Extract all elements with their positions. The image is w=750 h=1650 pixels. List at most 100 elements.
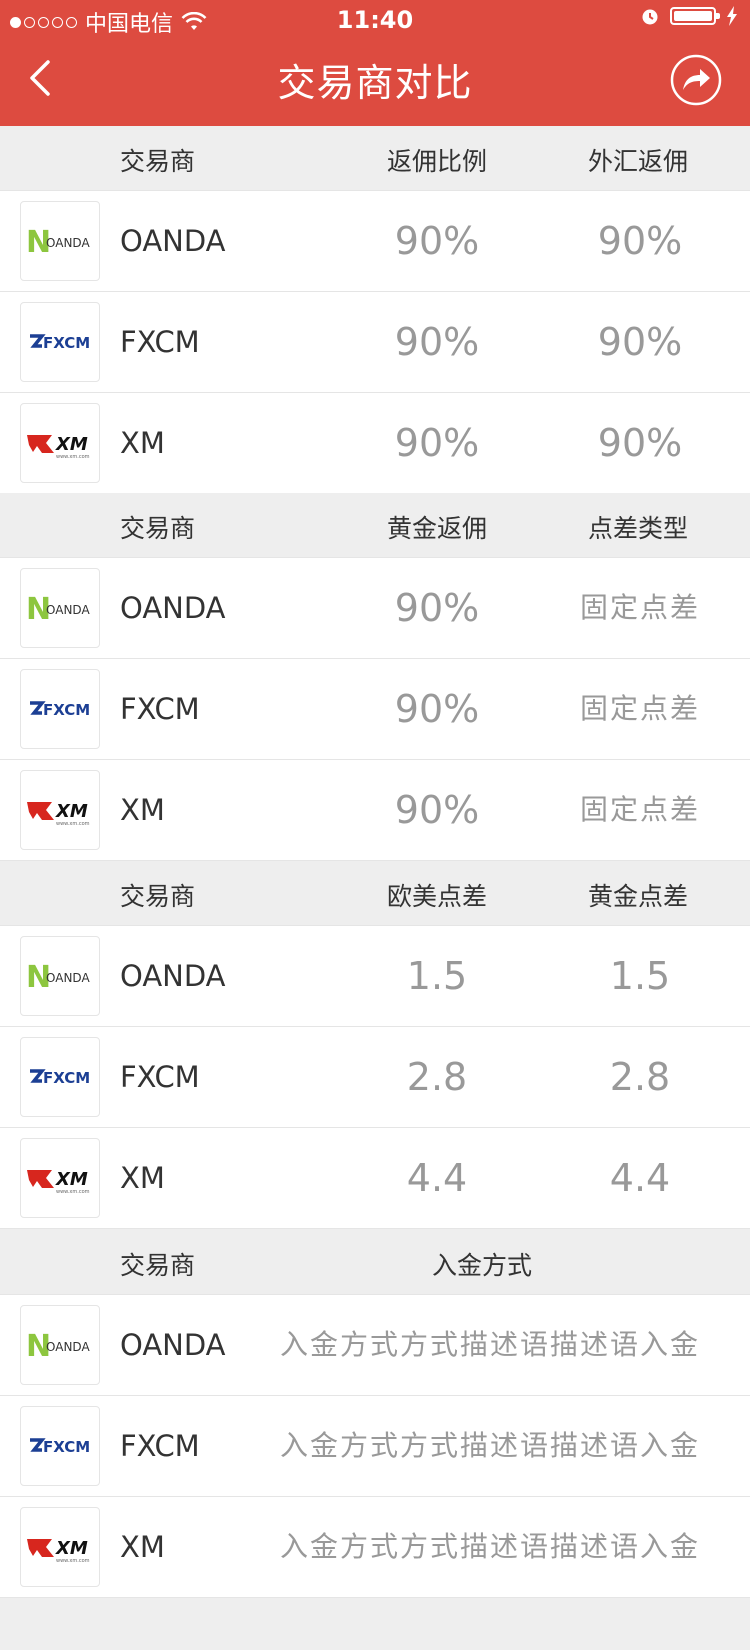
header-broker: 交易商 <box>120 514 196 543</box>
spread-type-value: 固定点差 <box>579 591 700 624</box>
svg-text:FXCM: FXCM <box>43 1438 90 1456</box>
svg-text:FXCM: FXCM <box>43 701 90 719</box>
fxcm-logo: FXCM <box>20 669 100 749</box>
broker-name: XM <box>120 426 165 460</box>
header-broker: 交易商 <box>120 147 196 176</box>
broker-row-xm[interactable]: XM www.xm.com XM 90% 90% <box>0 393 750 494</box>
gold-spread-value: 1.5 <box>609 954 671 998</box>
xm-logo: XM www.xm.com <box>20 1138 100 1218</box>
forex-rebate-value: 90% <box>597 219 683 263</box>
header-eurusd-spread: 欧美点差 <box>387 882 488 911</box>
deposit-method-desc: 入金方式方式描述语描述语入金 <box>280 1530 701 1563</box>
broker-row-xm[interactable]: XM www.xm.com XM 4.4 4.4 <box>0 1128 750 1229</box>
svg-text:FXCM: FXCM <box>43 334 90 352</box>
section-header: 交易商 返佣比例 外汇返佣 <box>0 126 750 191</box>
section-deposit-method: 交易商 入金方式 N OANDA OANDA 入金方式方式描述语描述语入金 FXC… <box>0 1230 750 1598</box>
gold-rebate-value: 90% <box>394 586 480 630</box>
header-rebate-ratio: 返佣比例 <box>387 147 488 176</box>
forex-rebate-value: 90% <box>597 421 683 465</box>
svg-text:www.xm.com: www.xm.com <box>56 821 90 827</box>
status-time: 11:40 <box>336 6 414 34</box>
section-spreads: 交易商 欧美点差 黄金点差 N OANDA OANDA 1.5 1.5 FXCM … <box>0 861 750 1229</box>
broker-row-fxcm[interactable]: FXCM FXCM 入金方式方式描述语描述语入金 <box>0 1396 750 1497</box>
charging-icon <box>727 6 737 26</box>
xm-logo: XM www.xm.com <box>20 403 100 483</box>
rebate-ratio-value: 90% <box>394 421 480 465</box>
header-broker: 交易商 <box>120 882 196 911</box>
xm-logo: XM www.xm.com <box>20 1507 100 1587</box>
forex-rebate-value: 90% <box>597 320 683 364</box>
broker-name: XM <box>120 793 165 827</box>
svg-text:www.xm.com: www.xm.com <box>56 1189 90 1195</box>
signal-strength-icon <box>10 16 77 28</box>
gold-spread-value: 4.4 <box>609 1156 671 1200</box>
svg-text:XM: XM <box>55 434 88 455</box>
broker-name: OANDA <box>120 1328 226 1362</box>
app-header: 中国电信 11:40 交易商对比 <box>0 0 750 126</box>
gold-rebate-value: 90% <box>394 788 480 832</box>
header-spread-type: 点差类型 <box>588 514 689 543</box>
broker-row-xm[interactable]: XM www.xm.com XM 入金方式方式描述语描述语入金 <box>0 1497 750 1598</box>
svg-text:XM: XM <box>55 801 88 822</box>
broker-name: OANDA <box>120 591 226 625</box>
broker-row-oanda[interactable]: N OANDA OANDA 入金方式方式描述语描述语入金 <box>0 1295 750 1396</box>
xm-logo: XM www.xm.com <box>20 770 100 850</box>
broker-row-fxcm[interactable]: FXCM FXCM 2.8 2.8 <box>0 1027 750 1128</box>
section-header: 交易商 黄金返佣 点差类型 <box>0 493 750 558</box>
svg-text:XM: XM <box>55 1538 88 1559</box>
oanda-logo: N OANDA <box>20 936 100 1016</box>
broker-row-oanda[interactable]: N OANDA OANDA 1.5 1.5 <box>0 926 750 1027</box>
broker-name: FXCM <box>120 692 200 726</box>
wifi-icon <box>181 12 207 30</box>
eurusd-spread-value: 1.5 <box>406 954 468 998</box>
svg-text:N: N <box>26 960 51 994</box>
share-button[interactable] <box>670 54 722 106</box>
deposit-method-desc: 入金方式方式描述语描述语入金 <box>280 1328 701 1361</box>
svg-text:OANDA: OANDA <box>46 1340 90 1354</box>
broker-name: FXCM <box>120 1429 200 1463</box>
svg-text:OANDA: OANDA <box>46 603 90 617</box>
broker-name: XM <box>120 1161 165 1195</box>
svg-text:N: N <box>26 1329 51 1363</box>
broker-row-oanda[interactable]: N OANDA OANDA 90% 固定点差 <box>0 558 750 659</box>
carrier-name: 中国电信 <box>85 12 174 37</box>
fxcm-logo: FXCM <box>20 1037 100 1117</box>
broker-row-xm[interactable]: XM www.xm.com XM 90% 固定点差 <box>0 760 750 861</box>
svg-text:N: N <box>26 225 51 259</box>
fxcm-logo: FXCM <box>20 1406 100 1486</box>
spread-type-value: 固定点差 <box>579 692 700 725</box>
gold-rebate-value: 90% <box>394 687 480 731</box>
header-deposit-method: 入金方式 <box>432 1251 533 1280</box>
back-button[interactable] <box>22 58 62 98</box>
section-gold-spread-type: 交易商 黄金返佣 点差类型 N OANDA OANDA 90% 固定点差 FXCM… <box>0 493 750 861</box>
svg-text:OANDA: OANDA <box>46 971 90 985</box>
rebate-ratio-value: 90% <box>394 320 480 364</box>
broker-row-fxcm[interactable]: FXCM FXCM 90% 90% <box>0 292 750 393</box>
broker-row-oanda[interactable]: N OANDA OANDA 90% 90% <box>0 191 750 292</box>
broker-name: OANDA <box>120 224 226 258</box>
svg-text:www.xm.com: www.xm.com <box>56 1558 90 1564</box>
eurusd-spread-value: 4.4 <box>406 1156 468 1200</box>
broker-name: FXCM <box>120 1060 200 1094</box>
oanda-logo: N OANDA <box>20 1305 100 1385</box>
broker-row-fxcm[interactable]: FXCM FXCM 90% 固定点差 <box>0 659 750 760</box>
section-rebate: 交易商 返佣比例 外汇返佣 N OANDA OANDA 90% 90% FXCM … <box>0 126 750 494</box>
eurusd-spread-value: 2.8 <box>406 1055 468 1099</box>
header-gold-rebate: 黄金返佣 <box>387 514 488 543</box>
oanda-logo: N OANDA <box>20 568 100 648</box>
svg-text:FXCM: FXCM <box>43 1069 90 1087</box>
section-header: 交易商 入金方式 <box>0 1230 750 1295</box>
oanda-logo: N OANDA <box>20 201 100 281</box>
section-header: 交易商 欧美点差 黄金点差 <box>0 861 750 926</box>
battery-icon <box>670 7 720 25</box>
svg-text:www.xm.com: www.xm.com <box>56 454 90 460</box>
broker-name: XM <box>120 1530 165 1564</box>
header-gold-spread: 黄金点差 <box>588 882 689 911</box>
status-bar: 中国电信 11:40 <box>0 0 750 40</box>
deposit-method-desc: 入金方式方式描述语描述语入金 <box>280 1429 701 1462</box>
header-broker: 交易商 <box>120 1251 196 1280</box>
page-title: 交易商对比 <box>277 61 473 105</box>
gold-spread-value: 2.8 <box>609 1055 671 1099</box>
fxcm-logo: FXCM <box>20 302 100 382</box>
carrier-info: 中国电信 <box>10 6 207 38</box>
